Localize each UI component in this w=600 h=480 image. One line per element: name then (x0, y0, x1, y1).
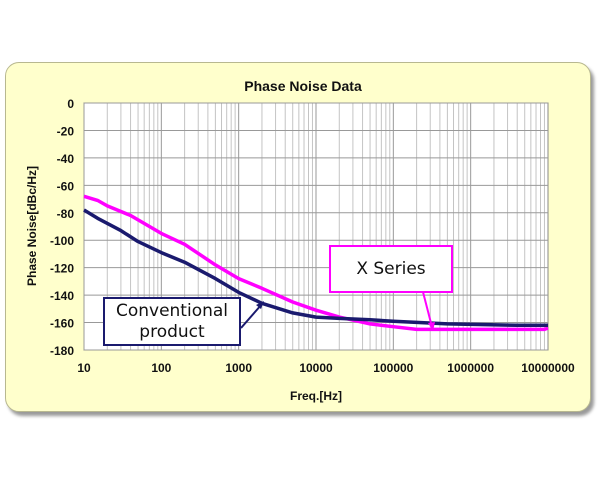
chart-title: Phase Noise Data (244, 78, 362, 94)
x-tick-label: 10000000 (521, 361, 575, 375)
y-tick-label: -20 (57, 124, 75, 138)
x-tick-label: 10 (77, 361, 91, 375)
x-axis-label: Freq.[Hz] (290, 389, 342, 403)
y-tick-label: -100 (50, 234, 74, 248)
y-tick-label: -60 (57, 179, 75, 193)
conventional-product-annotation: Conventional product (103, 297, 241, 346)
x-series-arrowhead (428, 322, 435, 331)
x-tick-label: 10000 (299, 361, 333, 375)
conventional-arrowhead (256, 301, 264, 309)
y-tick-label: -80 (57, 207, 75, 221)
annotation-text: X Series (356, 258, 426, 279)
x-tick-label: 1000000 (447, 361, 494, 375)
x-tick-label: 100 (151, 361, 171, 375)
y-tick-label: -160 (50, 317, 74, 331)
y-tick-label: -140 (50, 289, 74, 303)
conventional-pointer-arrow (240, 303, 263, 329)
y-axis-label: Phase Noise[dBc/Hz] (25, 166, 39, 286)
x-tick-label: 1000 (225, 361, 252, 375)
x-series-pointer-arrow (422, 291, 433, 328)
x-series-annotation: X Series (329, 245, 453, 293)
y-tick-label: -180 (50, 344, 74, 358)
series-line-x-series (83, 194, 549, 332)
x-tick-label: 100000 (373, 361, 413, 375)
y-tick-label: -120 (50, 262, 74, 276)
y-tick-label: -40 (57, 152, 75, 166)
annotation-line-2: product (139, 321, 205, 342)
annotation-line-1: Conventional (115, 300, 229, 321)
y-tick-label: 0 (67, 97, 74, 111)
